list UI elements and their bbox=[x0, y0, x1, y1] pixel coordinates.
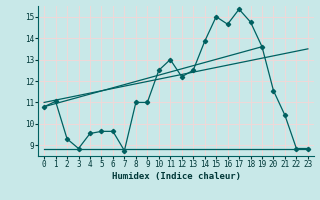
X-axis label: Humidex (Indice chaleur): Humidex (Indice chaleur) bbox=[111, 172, 241, 181]
